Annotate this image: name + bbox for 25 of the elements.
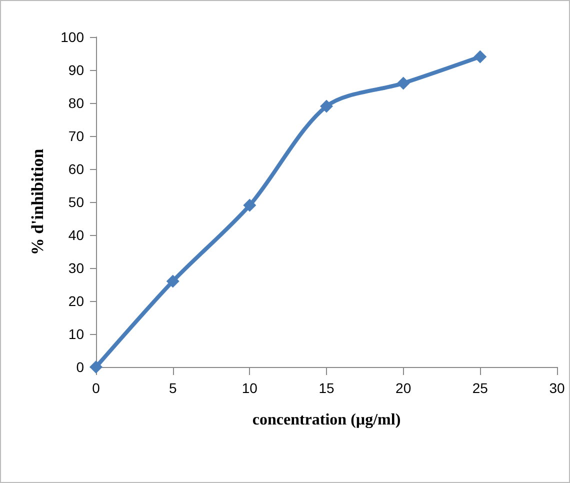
x-tick-label: 0 (92, 380, 100, 396)
point (474, 50, 487, 64)
x-tick-label: 15 (318, 380, 334, 396)
y-tick-label: 70 (68, 128, 84, 144)
x-axis-title: concentration (µg/ml) (252, 412, 401, 428)
point (166, 274, 180, 288)
y-tick-label: 60 (68, 161, 84, 177)
x-tick-label: 20 (396, 380, 412, 396)
x-tick-label: 5 (168, 380, 177, 396)
y-tick-label: 80 (68, 95, 84, 111)
x-tick-label: 25 (472, 380, 488, 396)
point (396, 76, 410, 90)
point (320, 100, 333, 113)
y-tick-label: 20 (68, 293, 84, 309)
y-tick-label: 30 (68, 260, 84, 276)
y-tick-label: 0 (76, 359, 84, 375)
y-tick-label: 90 (68, 62, 84, 78)
y-tick-label: 50 (68, 194, 84, 210)
y-tick-label: 40 (68, 227, 84, 243)
y-axis-title: % d'inhibition (28, 148, 47, 256)
y-tick-label: 10 (68, 326, 84, 342)
point (243, 198, 256, 212)
x-tick-label: 10 (242, 380, 258, 396)
x-tick-label: 30 (549, 380, 565, 396)
y-tick-label: 100 (60, 29, 84, 45)
